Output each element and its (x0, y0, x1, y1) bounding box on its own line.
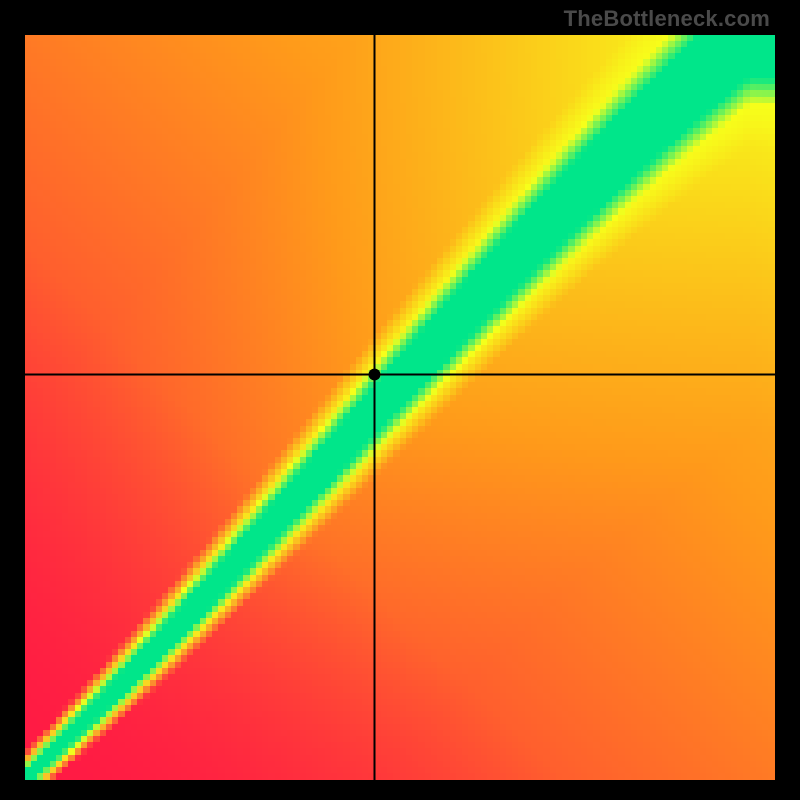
heatmap-canvas (25, 35, 775, 780)
chart-container: TheBottleneck.com (0, 0, 800, 800)
watermark-text: TheBottleneck.com (564, 6, 770, 32)
heatmap-plot (25, 35, 775, 780)
